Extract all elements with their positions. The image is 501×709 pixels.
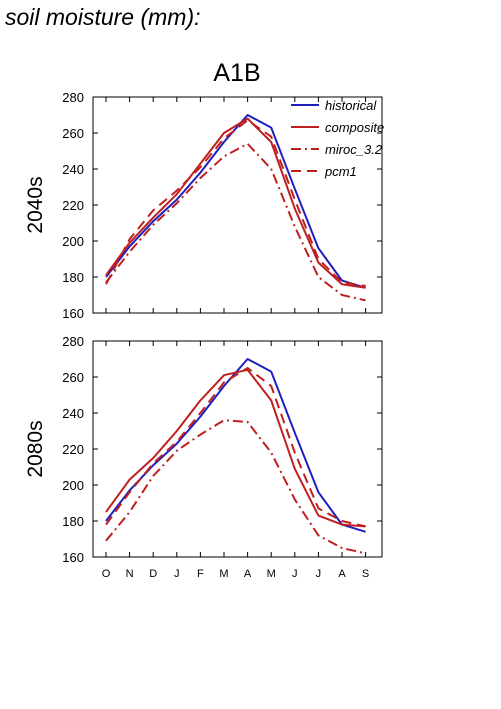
series-line-composite bbox=[105, 368, 366, 528]
x-tick-label: A bbox=[338, 568, 346, 580]
y-tick-label: 180 bbox=[62, 270, 84, 285]
y-tick-label: 200 bbox=[62, 234, 84, 249]
series-line-pcm1 bbox=[105, 367, 366, 528]
x-tick-label: J bbox=[292, 568, 298, 580]
y-tick-label: 200 bbox=[62, 478, 84, 493]
x-tick-label: M bbox=[219, 568, 228, 580]
page-heading: soil moisture (mm): bbox=[5, 4, 201, 30]
y-tick-label: 180 bbox=[62, 514, 84, 529]
y-tick-label: 160 bbox=[62, 550, 84, 565]
y-tick-label: 280 bbox=[62, 334, 84, 349]
legend-entry: pcm1 bbox=[324, 164, 357, 179]
chart-title: A1B bbox=[213, 59, 260, 87]
panel-2-y-axis-label: 2080s bbox=[24, 420, 47, 477]
series-line-miroc-3-2 bbox=[105, 142, 366, 302]
legend-entry: miroc_3.2 bbox=[325, 142, 383, 157]
x-tick-label: N bbox=[126, 568, 134, 580]
x-tick-label: M bbox=[267, 568, 276, 580]
x-tick-label: A bbox=[244, 568, 252, 580]
y-tick-label: 220 bbox=[62, 198, 84, 213]
x-tick-label: F bbox=[197, 568, 204, 580]
y-tick-label: 280 bbox=[62, 90, 84, 105]
y-tick-label: 160 bbox=[62, 306, 84, 321]
series-line-historical bbox=[105, 114, 366, 289]
y-tick-label: 260 bbox=[62, 126, 84, 141]
y-tick-label: 240 bbox=[62, 406, 84, 421]
y-tick-label: 220 bbox=[62, 442, 84, 457]
x-tick-label: J bbox=[174, 568, 180, 580]
y-tick-label: 240 bbox=[62, 162, 84, 177]
series-line-historical bbox=[105, 358, 366, 533]
x-tick-label: D bbox=[149, 568, 157, 580]
series-line-miroc-3-2 bbox=[105, 419, 366, 555]
legend-entry: composite bbox=[325, 120, 384, 135]
legend-entry: historical bbox=[325, 98, 377, 113]
x-tick-label: O bbox=[102, 568, 111, 580]
y-tick-label: 260 bbox=[62, 370, 84, 385]
x-tick-label: S bbox=[362, 568, 369, 580]
x-tick-label: J bbox=[316, 568, 322, 580]
series-line-pcm1 bbox=[105, 119, 366, 287]
series-line-composite bbox=[105, 117, 366, 289]
panel-1-y-axis-label: 2040s bbox=[24, 176, 47, 233]
